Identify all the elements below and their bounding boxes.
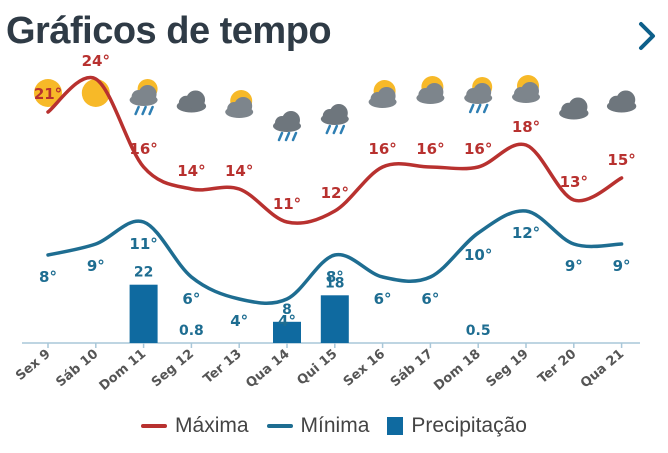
max-temp-label: 14° bbox=[177, 162, 205, 180]
x-tick-label: Dom 11 bbox=[97, 347, 149, 394]
max-temp-label: 16° bbox=[416, 140, 444, 158]
legend-precip: Precipitação bbox=[387, 414, 527, 438]
max-temp-label: 14° bbox=[225, 162, 253, 180]
max-temp-label: 24° bbox=[82, 52, 110, 70]
sun-cloud-icon bbox=[512, 75, 540, 103]
sun-icon bbox=[34, 79, 62, 107]
legend-precip-swatch bbox=[387, 417, 404, 435]
min-temp-label: 8° bbox=[39, 268, 57, 286]
min-temp-label: 6° bbox=[421, 290, 439, 308]
chart-legend: Máxima Mínima Precipitação bbox=[0, 408, 668, 444]
precip-bar bbox=[129, 284, 158, 343]
sun-cloud-icon bbox=[368, 80, 397, 108]
max-temp-label: 16° bbox=[464, 140, 492, 158]
legend-min: Mínima bbox=[266, 414, 370, 438]
cloud-icon bbox=[176, 90, 207, 113]
max-temp-label: 18° bbox=[512, 118, 540, 136]
min-temp-label: 4° bbox=[278, 312, 296, 330]
precip-label: 18 bbox=[325, 275, 344, 291]
x-tick-label: Sáb 10 bbox=[53, 347, 101, 391]
legend-max-label: Máxima bbox=[175, 414, 249, 437]
max-temp-label: 16° bbox=[129, 140, 157, 158]
x-tick-label: Sex 9 bbox=[13, 347, 53, 384]
sun-cloud-icon bbox=[416, 76, 445, 104]
legend-max-swatch bbox=[141, 424, 168, 428]
cloud-rain-icon bbox=[273, 111, 301, 142]
sun-cloud-rain-icon bbox=[464, 77, 493, 114]
precip-bar bbox=[320, 295, 349, 343]
cloud-icon bbox=[606, 90, 637, 113]
weather-chart: 22 0.8 8 18 0.5 21° 24° 16° 14° 14° 11° 12° 16° 16° 16… bbox=[13, 52, 640, 394]
legend-precip-label: Precipitação bbox=[411, 414, 527, 437]
x-tick-label: Sex 16 bbox=[341, 347, 388, 390]
min-temp-label: 11° bbox=[129, 235, 157, 253]
precip-bar bbox=[273, 321, 301, 343]
x-tick-label: Ter 20 bbox=[535, 347, 579, 387]
max-temp-label: 11° bbox=[273, 195, 301, 213]
min-temp-label: 9° bbox=[565, 257, 583, 275]
x-tick-label: Sáb 17 bbox=[388, 347, 436, 391]
min-temp-label: 12° bbox=[512, 224, 540, 242]
legend-min-label: Mínima bbox=[300, 414, 370, 437]
max-temp-label: 21° bbox=[34, 85, 62, 103]
chevron-right-icon[interactable] bbox=[632, 18, 662, 54]
cloud-rain-icon bbox=[320, 104, 349, 135]
min-temp-label: 9° bbox=[613, 257, 631, 275]
sun-cloud-icon bbox=[225, 90, 254, 118]
legend-min-swatch bbox=[266, 424, 293, 428]
max-temp-line bbox=[46, 75, 624, 225]
min-temp-label: 9° bbox=[87, 257, 105, 275]
max-temp-label: 15° bbox=[607, 151, 635, 169]
precip-label: 8 bbox=[282, 302, 292, 318]
x-tick-label: Ter 13 bbox=[201, 347, 245, 387]
x-tick-label: Seg 19 bbox=[484, 347, 532, 391]
max-temp-label: 13° bbox=[560, 173, 588, 191]
precip-label: 22 bbox=[134, 265, 153, 281]
legend-max: Máxima bbox=[141, 414, 249, 438]
x-tick-label: Qua 14 bbox=[243, 347, 292, 392]
min-temp-label: 6° bbox=[182, 290, 200, 308]
sun-cloud-rain-icon bbox=[129, 79, 158, 116]
max-temp-label: 12° bbox=[321, 184, 349, 202]
precip-label: 0.8 bbox=[179, 323, 204, 339]
x-tick-label: Dom 18 bbox=[431, 347, 483, 394]
x-tick-label: Qua 21 bbox=[578, 347, 627, 392]
max-temp-label: 16° bbox=[368, 140, 396, 158]
x-tick-label: Seg 12 bbox=[149, 347, 197, 391]
min-temp-label: 6° bbox=[374, 290, 392, 308]
precip-label: 0.5 bbox=[466, 323, 491, 339]
min-temp-label: 8° bbox=[326, 268, 344, 286]
min-temp-label: 10° bbox=[464, 246, 492, 264]
min-temp-label: 4° bbox=[230, 312, 248, 330]
min-temp-line bbox=[46, 209, 624, 305]
x-tick-label: Qui 15 bbox=[294, 347, 340, 389]
page-title: Gráficos de tempo bbox=[6, 10, 332, 52]
cloud-icon bbox=[559, 97, 589, 120]
